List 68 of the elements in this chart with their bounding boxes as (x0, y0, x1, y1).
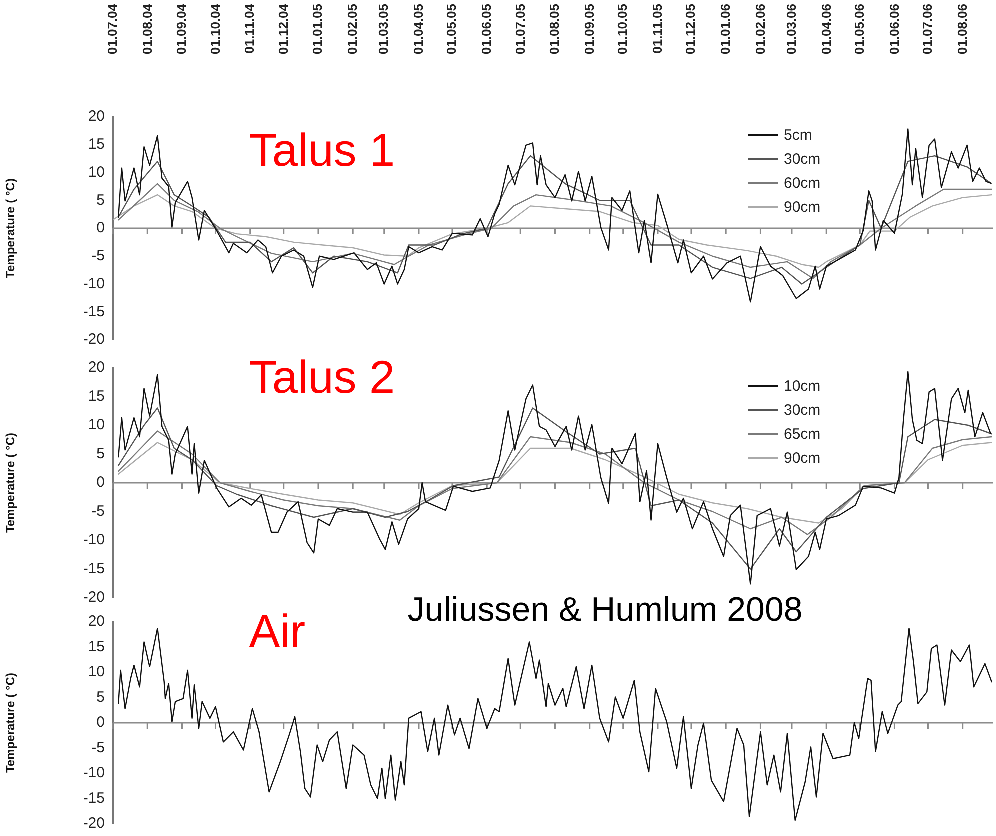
y-tick-label: 5 (96, 445, 105, 462)
y-tick-label: -15 (83, 303, 105, 320)
y-tick-label: -15 (83, 560, 105, 578)
y-tick-label: 20 (88, 359, 105, 376)
y-tick-label: -5 (92, 248, 105, 265)
x-tick-label: 01.07.04 (105, 4, 121, 55)
legend-label: 90cm (784, 450, 821, 466)
y-tick-label: 10 (88, 164, 105, 181)
x-tick-label: 01.10.05 (615, 4, 632, 55)
y-tick-label: 15 (88, 638, 105, 656)
x-tick-label: 01.09.05 (582, 4, 598, 55)
x-tick-label: 01.09.04 (174, 4, 190, 55)
x-tick-label: 01.02.05 (345, 4, 362, 55)
x-tick-label: 01.07.06 (920, 4, 936, 55)
chart-title: Air (249, 605, 306, 657)
x-tick-label: 01.08.06 (954, 4, 971, 55)
y-tick-label: 5 (96, 192, 105, 209)
x-tick-label: 01.05.05 (444, 4, 460, 55)
x-tick-label: 01.03.05 (376, 4, 392, 55)
legend-label: 65cm (784, 426, 821, 442)
y-tick-label: -20 (83, 815, 105, 832)
y-tick-label: -20 (83, 331, 105, 348)
legend-label: 10cm (784, 378, 821, 394)
x-tick-label: 01.05.06 (852, 4, 868, 55)
x-tick-label: 01.10.04 (208, 4, 224, 55)
legend-label: 60cm (784, 174, 821, 192)
y-tick-label: -15 (83, 790, 105, 807)
y-tick-label: 10 (88, 664, 105, 681)
y-tick-label: 0 (96, 714, 105, 732)
x-tick-label: 01.11.04 (242, 4, 258, 54)
y-tick-label: -20 (83, 589, 105, 606)
y-tick-label: -5 (92, 739, 105, 756)
y-tick-label: -10 (83, 275, 105, 292)
legend-label: 5cm (784, 126, 812, 144)
x-tick-label: 01.12.04 (276, 4, 292, 55)
x-tick-label: 01.08.04 (140, 4, 156, 55)
x-tick-label: 01.01.05 (310, 4, 326, 55)
legend-label: 30cm (784, 150, 821, 168)
x-tick-label: 01.02.06 (752, 4, 769, 55)
chart-title: Talus 1 (249, 124, 396, 176)
y-axis-title: Temperature ( °C) (4, 178, 18, 278)
y-tick-label: 15 (88, 388, 105, 405)
x-tick-label: 01.06.06 (886, 4, 903, 55)
y-axis-title: Temperature ( °C) (4, 673, 18, 773)
legend-label: 90cm (784, 198, 821, 216)
x-tick-label: 01.12.05 (683, 4, 700, 55)
chart-title: Talus 2 (249, 351, 396, 403)
y-tick-label: 10 (88, 416, 105, 434)
y-tick-label: 0 (96, 220, 105, 237)
x-tick-label: 01.03.06 (784, 4, 800, 55)
x-tick-label: 01.04.05 (410, 4, 427, 55)
x-tick-label: 01.08.05 (547, 4, 564, 55)
y-tick-label: -5 (92, 502, 105, 520)
legend-label: 30cm (784, 402, 821, 418)
y-tick-label: 20 (88, 613, 105, 630)
x-tick-label: 01.07.05 (512, 4, 529, 55)
x-tick-label: 01.06.05 (479, 4, 496, 55)
y-tick-label: -10 (83, 532, 105, 549)
y-tick-label: 5 (96, 688, 105, 706)
y-axis-title: Temperature ( °C) (4, 433, 18, 533)
y-tick-label: 20 (88, 108, 105, 126)
y-tick-label: 15 (88, 136, 105, 154)
y-tick-label: 0 (96, 474, 105, 492)
y-tick-label: -10 (83, 764, 105, 782)
annotation: Juliussen & Humlum 2008 (408, 591, 803, 629)
x-tick-label: 01.11.05 (650, 4, 666, 54)
x-tick-label: 01.01.06 (718, 4, 734, 55)
x-tick-label: 01.04.06 (818, 4, 835, 55)
